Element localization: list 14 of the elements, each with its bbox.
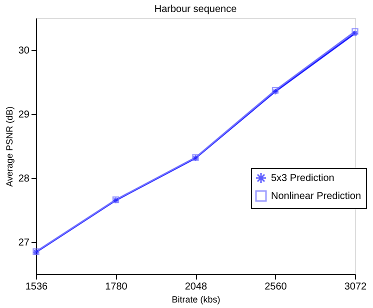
x-tick-label: 2560 <box>264 282 288 292</box>
y-tick-label: 29 <box>18 110 30 120</box>
x-tick-label: 1536 <box>25 282 48 292</box>
x-tick-label: 1780 <box>105 282 128 292</box>
y-axis-title: Average PSNR (dB) <box>4 106 14 187</box>
legend-label: 5x3 Prediction <box>271 173 334 184</box>
y-tick-label: 28 <box>18 174 30 184</box>
legend-label: Nonlinear Prediction <box>271 191 362 202</box>
y-tick-label: 30 <box>18 46 30 56</box>
x-tick-label: 2048 <box>184 282 208 292</box>
x-axis-title: Bitrate (kbs) <box>172 294 220 304</box>
x-tick-label: 3072 <box>344 282 368 292</box>
chart-title: Harbour sequence <box>154 4 238 15</box>
y-tick-label: 27 <box>18 238 30 248</box>
